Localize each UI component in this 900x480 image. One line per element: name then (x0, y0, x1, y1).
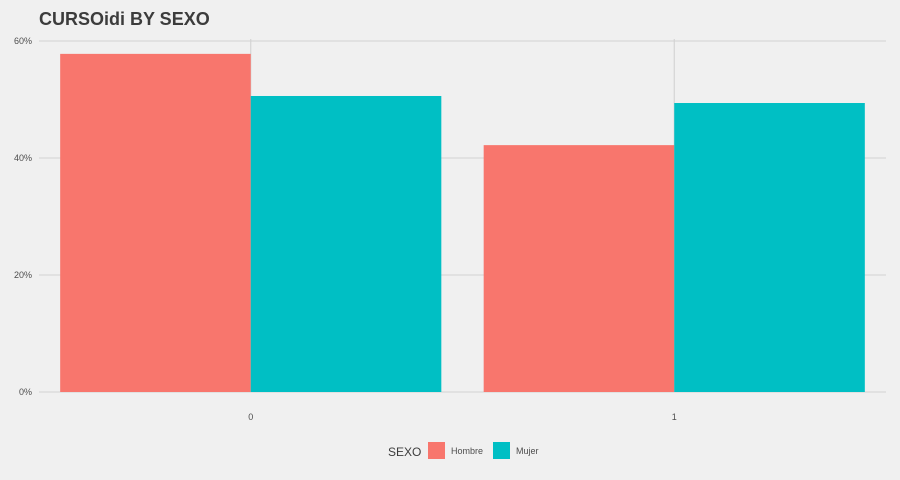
legend-key-hombre (428, 442, 445, 459)
bar-hombre-0 (60, 53, 251, 393)
bar-mujer-0 (250, 95, 442, 393)
legend-key-mujer (493, 442, 510, 459)
x-tick-label: 0 (248, 412, 253, 422)
y-tick-label: 20% (14, 270, 32, 280)
x-tick-label: 1 (672, 412, 677, 422)
bar-mujer-1 (674, 103, 865, 392)
bar-layer (60, 53, 865, 393)
legend-label-mujer: Mujer (516, 446, 539, 456)
chart-title: CURSOidi BY SEXO (39, 9, 210, 29)
bar-hombre-1 (483, 145, 675, 392)
y-tick-label: 40% (14, 153, 32, 163)
y-tick-label: 0% (19, 387, 32, 397)
y-tick-label: 60% (14, 36, 32, 46)
legend: SEXO Hombre Mujer (388, 442, 539, 459)
legend-title: SEXO (388, 445, 421, 459)
legend-label-hombre: Hombre (451, 446, 483, 456)
axis-layer: 0% 20% 40% 60% 0 1 (14, 36, 677, 422)
